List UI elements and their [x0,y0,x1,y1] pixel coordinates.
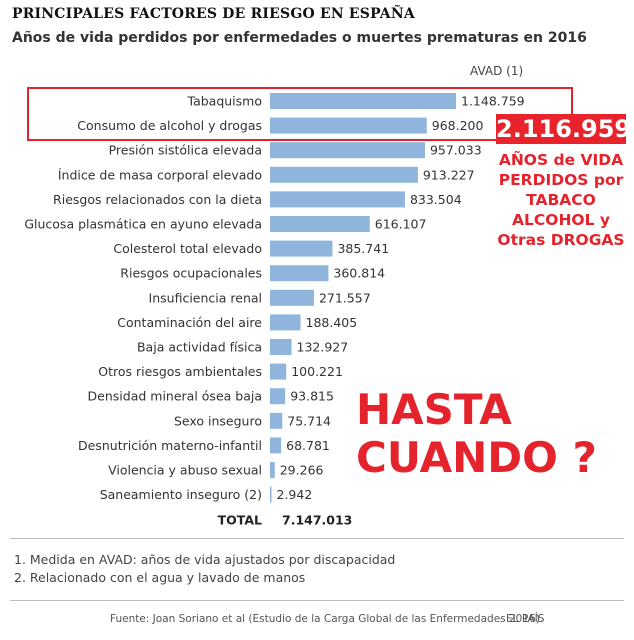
unit-label: AVAD (1) [470,64,524,78]
bar [270,388,286,405]
category-label: Riesgos relacionados con la dieta [53,192,262,207]
value-label: 271.557 [319,290,371,305]
bar-chart: Tabaquismo 1.148.759 Consumo de alcohol y … [24,93,525,528]
highlight-caption-line: AÑOS de VIDA [498,151,624,169]
chart-title: PRINCIPALES FACTORES DE RIESGO EN ESPAÑA [12,6,415,22]
category-label: Densidad mineral ósea baja [88,389,262,404]
bar [270,191,405,208]
value-label: 913.227 [423,167,475,182]
highlight-caption-line: TABACO [526,191,596,209]
bar [270,486,272,503]
bar [270,240,333,257]
question-line: HASTA [356,385,512,434]
bar [270,142,425,159]
bar [270,339,292,355]
value-label: 29.266 [280,463,324,478]
divider [10,600,624,601]
category-label: Índice de masa corporal elevado [58,167,262,182]
category-label: Glucosa plasmática en ayuno elevada [24,217,262,232]
bar [270,462,275,478]
category-label: Tabaquismo [187,94,263,109]
bar [270,314,301,331]
highlight-number: 2.116.959 [496,114,632,144]
brand-label: EL PAÍS [506,613,545,625]
chart-subtitle: Años de vida perdidos por enfermedades o… [12,30,587,46]
bar [270,437,282,454]
highlight-caption-line: Otras DROGAS [497,231,625,249]
bar [270,93,456,109]
category-label: Otros riesgos ambientales [98,364,262,379]
value-label: 100.221 [291,364,343,379]
value-label: 132.927 [297,340,349,355]
source-note: Fuente: Joan Soriano et al (Estudio de l… [110,613,544,625]
category-label: Consumo de alcohol y drogas [77,118,262,133]
category-label: Presión sistólica elevada [109,143,262,158]
bar [270,265,329,282]
category-label: Colesterol total elevado [113,241,262,256]
value-label: 616.107 [375,217,427,232]
value-label: 360.814 [333,266,385,281]
value-label: 957.033 [430,143,482,158]
highlight-caption-line: ALCOHOL y [512,211,610,229]
total-value: 7.147.013 [282,513,352,528]
footnotes: 1. Medida en AVAD: años de vida ajustado… [14,551,395,587]
value-label: 2.942 [277,487,313,502]
bar [270,289,314,306]
category-label: Insuficiencia renal [149,290,262,305]
value-label: 93.815 [290,389,334,404]
category-label: Baja actividad física [137,340,262,355]
category-label: Desnutrición materno-infantil [78,438,262,453]
question-annotation: HASTA CUANDO ? [356,386,597,482]
category-label: Sexo inseguro [174,413,262,428]
bar [270,117,427,134]
category-label: Saneamiento inseguro (2) [100,487,262,502]
bar [270,363,287,380]
highlight-caption-line: PERDIDOS por [498,171,624,189]
bar [270,412,283,429]
footnote: 2. Relacionado con el agua y lavado de m… [14,570,306,585]
value-label: 385.741 [337,241,389,256]
value-label: 188.405 [306,315,358,330]
footnote: 1. Medida en AVAD: años de vida ajustado… [14,552,396,567]
total-label: TOTAL [218,513,262,528]
value-label: 968.200 [432,118,484,133]
value-label: 833.504 [410,192,462,207]
category-label: Riesgos ocupacionales [120,266,262,281]
value-label: 68.781 [286,438,330,453]
highlight-caption: AÑOS de VIDA PERDIDOS por TABACO ALCOHOL… [490,150,632,250]
divider [10,538,624,539]
bar [270,166,418,183]
highlight-box [27,87,573,141]
bar [270,216,370,232]
value-label: 75.714 [287,413,331,428]
category-label: Violencia y abuso sexual [108,463,262,478]
value-label: 1.148.759 [461,94,525,109]
question-line: CUANDO ? [356,433,597,482]
category-label: Contaminación del aire [117,315,262,330]
